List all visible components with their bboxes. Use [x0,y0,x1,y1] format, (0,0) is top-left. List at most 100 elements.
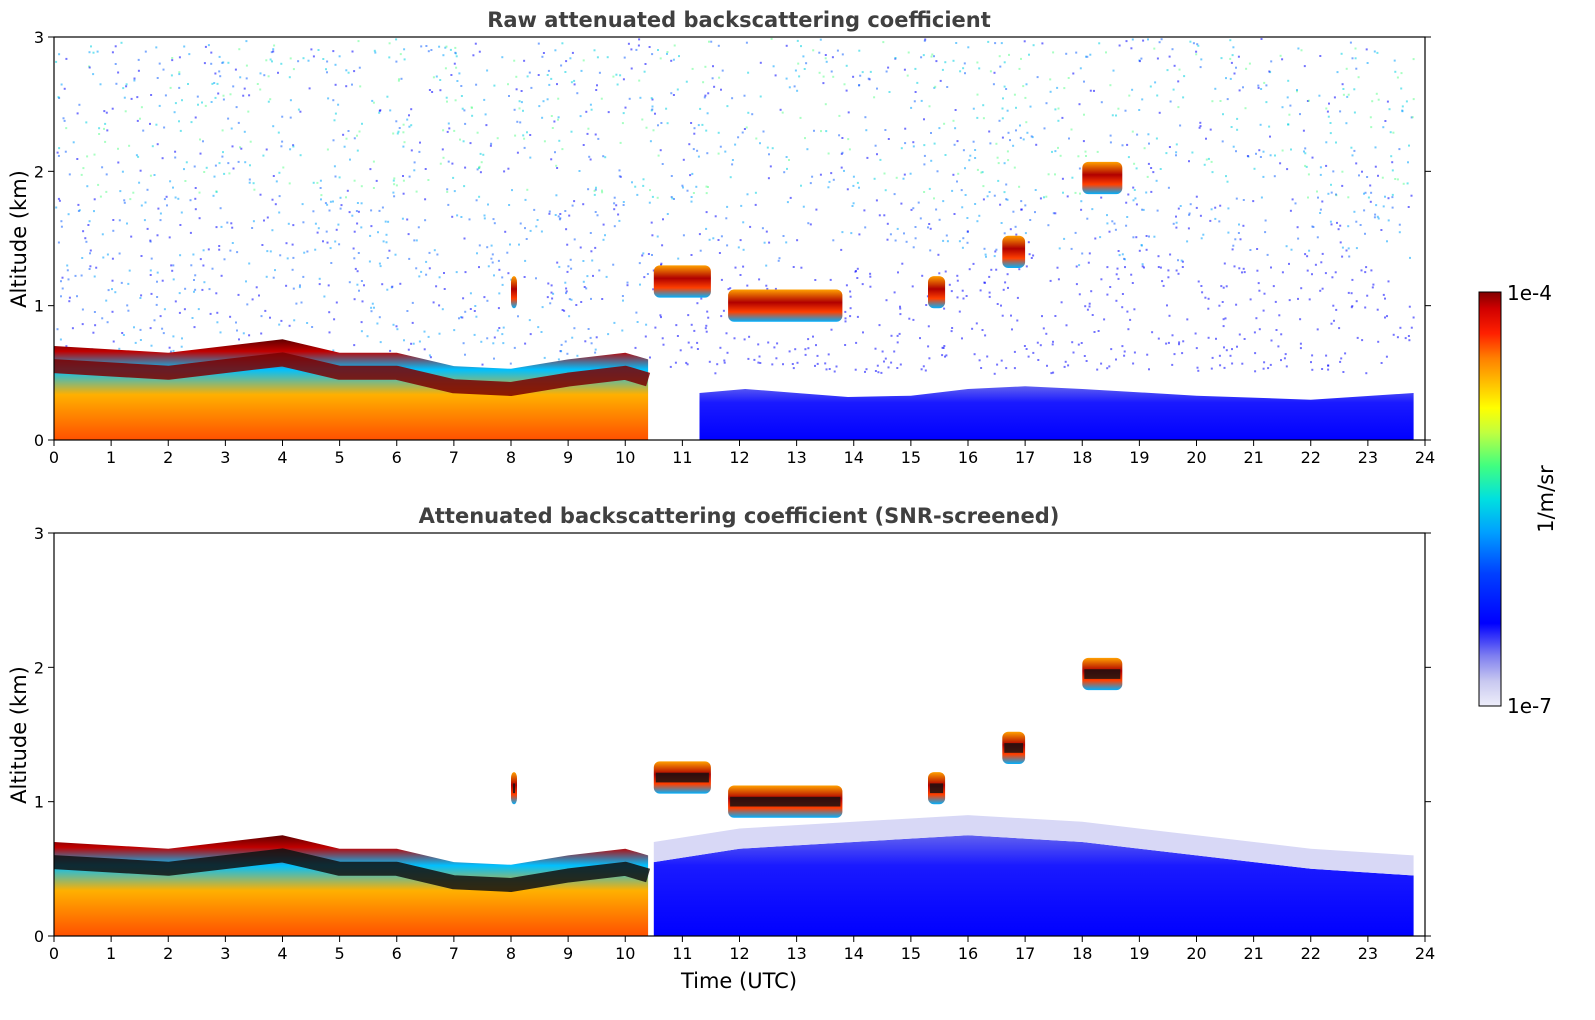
noise-pixel [122,334,125,336]
noise-pixel [654,112,656,115]
noise-pixel [1329,220,1332,223]
noise-pixel [333,318,336,321]
noise-pixel [1124,109,1127,112]
noise-pixel [974,149,977,151]
noise-pixel [442,156,445,159]
noise-pixel [858,49,861,52]
noise-pixel [887,366,890,369]
noise-pixel [57,96,60,99]
noise-pixel [1045,195,1048,198]
noise-pixel [392,191,395,194]
noise-pixel [408,257,411,260]
x-tick-label: 19 [1129,944,1149,963]
noise-pixel [1223,262,1226,265]
x-tick-label: 4 [277,944,287,963]
noise-pixel [1158,41,1161,44]
noise-pixel [198,191,201,194]
noise-pixel [1221,140,1224,143]
noise-pixel [874,370,877,372]
noise-pixel [1262,309,1265,312]
noise-pixel [541,55,544,58]
noise-pixel [125,83,128,86]
noise-pixel [565,228,568,231]
noise-pixel [642,184,645,187]
noise-pixel [529,134,532,136]
noise-pixel [1007,131,1010,134]
noise-pixel [219,207,222,210]
noise-pixel [123,199,126,202]
noise-pixel [942,347,945,349]
noise-pixel [442,129,445,132]
noise-pixel [914,67,917,70]
noise-pixel [338,55,341,58]
noise-pixel [855,270,857,272]
noise-pixel [289,148,292,151]
noise-pixel [248,334,251,337]
noise-pixel [86,185,89,188]
noise-pixel [866,156,869,159]
noise-pixel [1369,116,1372,119]
x-tick-label: 22 [1301,944,1321,963]
noise-pixel [747,357,750,360]
noise-pixel [1241,271,1243,274]
noise-pixel [1145,235,1148,237]
noise-pixel [319,179,322,182]
noise-pixel [133,77,136,80]
noise-pixel [564,281,567,284]
noise-pixel [1347,225,1350,228]
noise-pixel [277,131,280,134]
noise-pixel [379,265,382,268]
noise-pixel [223,172,226,175]
noise-pixel [1188,213,1191,216]
noise-pixel [995,268,998,271]
noise-pixel [1167,341,1170,344]
noise-pixel [498,292,501,295]
noise-pixel [556,167,559,169]
noise-pixel [590,250,593,253]
noise-pixel [1412,98,1415,101]
noise-pixel [230,127,233,130]
noise-pixel [371,302,374,305]
noise-pixel [951,327,954,329]
noise-pixel [1210,367,1213,370]
noise-pixel [1263,361,1266,364]
noise-pixel [1396,76,1399,79]
noise-pixel [111,107,114,110]
noise-pixel [682,186,684,189]
noise-pixel [191,317,194,319]
noise-pixel [1372,283,1375,286]
noise-pixel [516,120,519,123]
noise-pixel [899,305,901,308]
noise-pixel [118,347,121,350]
noise-pixel [1253,331,1256,334]
noise-pixel [952,119,955,122]
noise-pixel [412,342,415,345]
noise-pixel [893,291,896,294]
noise-pixel [1288,113,1291,116]
noise-pixel [446,130,449,133]
noise-pixel [1387,197,1390,200]
noise-pixel [983,247,986,250]
noise-pixel [310,48,313,51]
noise-pixel [502,326,505,329]
noise-pixel [1214,87,1217,90]
noise-pixel [248,178,251,181]
noise-pixel [1141,208,1144,211]
noise-pixel [822,82,825,85]
noise-pixel [1201,291,1204,294]
noise-pixel [524,227,526,230]
noise-pixel [178,86,181,89]
noise-pixel [938,218,941,221]
noise-pixel [417,226,420,229]
noise-pixel [717,44,720,47]
noise-pixel [825,368,828,371]
noise-pixel [791,363,794,365]
noise-pixel [984,334,987,337]
noise-pixel [332,139,335,142]
noise-pixel [849,307,852,310]
noise-pixel [618,169,621,172]
noise-pixel [807,347,810,350]
noise-pixel [1366,176,1369,178]
noise-pixel [1377,174,1379,177]
noise-pixel [203,281,206,284]
